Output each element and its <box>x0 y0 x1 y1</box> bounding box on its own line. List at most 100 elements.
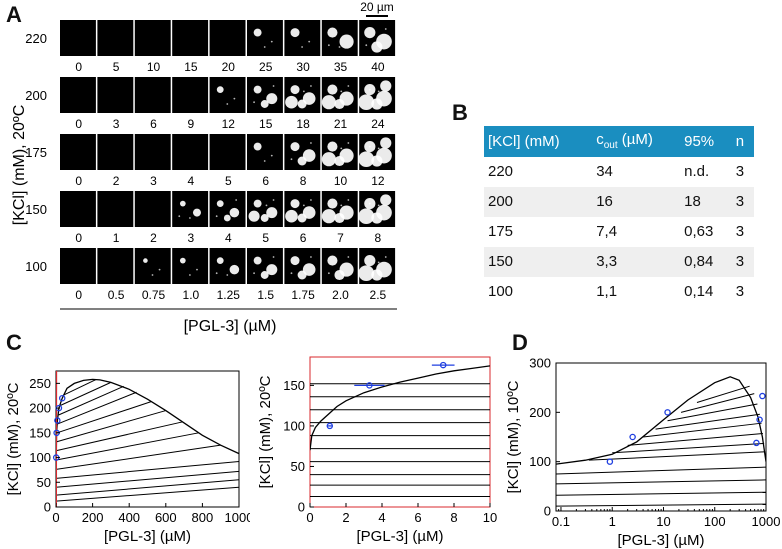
droplet <box>189 217 191 219</box>
droplet <box>253 256 262 265</box>
conc-tick-label: 2.5 <box>370 288 387 302</box>
droplet <box>302 149 316 162</box>
tie-line <box>56 401 152 434</box>
panel-label-a: A <box>6 2 22 27</box>
cell-kcl: 175 <box>488 223 514 240</box>
conc-tick-label: 0.75 <box>142 288 166 302</box>
table-header-row: [KCl] (mM) cout (µM) 95% n <box>484 126 754 157</box>
tie-line <box>627 433 763 446</box>
tie-line <box>556 503 766 507</box>
conc-tick-label: 18 <box>296 117 310 131</box>
droplet <box>272 85 275 87</box>
micrograph-tile <box>209 248 246 284</box>
scale-bar <box>366 15 388 17</box>
tie-line <box>56 421 183 452</box>
droplet <box>347 199 350 201</box>
conc-tick-label: 1.75 <box>291 288 315 302</box>
droplet <box>321 95 336 110</box>
droplet <box>215 215 218 218</box>
droplet <box>371 98 383 110</box>
conc-tick-label: 0.5 <box>108 288 125 302</box>
x-tick-label: 400 <box>118 510 140 525</box>
conc-tick-label: 10 <box>334 174 348 188</box>
micrograph-tile <box>97 77 134 113</box>
data-point <box>606 458 614 465</box>
droplet <box>253 85 262 94</box>
y-tick-label: 150 <box>283 378 305 393</box>
tie-line <box>696 385 750 403</box>
conc-tick-label: 3 <box>150 174 157 188</box>
droplet <box>327 44 330 47</box>
droplet <box>151 274 154 276</box>
x-tick-label: 2 <box>342 510 349 525</box>
panel-a-y-label: [KCl] (mM), 20ºC <box>11 105 28 226</box>
droplet <box>380 137 392 149</box>
row-kcl-label: 150 <box>25 202 47 217</box>
droplet <box>368 145 371 148</box>
droplet <box>358 265 375 282</box>
scale-bar-label: 20 µm <box>360 0 394 14</box>
plot-frame <box>555 362 767 512</box>
plot-frame <box>309 356 491 508</box>
conc-tick-label: 9 <box>188 117 195 131</box>
y-tick-label: 50 <box>291 459 305 474</box>
y-tick-label: 0 <box>298 500 305 515</box>
conc-tick-label: 1.5 <box>257 288 274 302</box>
cell-95pct: n.d. <box>684 163 710 180</box>
droplet <box>178 215 181 218</box>
conc-tick-label: 0 <box>75 60 82 74</box>
droplet <box>371 269 383 281</box>
x-tick-label: 0 <box>306 510 313 525</box>
droplet <box>380 80 392 92</box>
droplet <box>290 142 300 152</box>
droplet <box>290 85 300 95</box>
micrograph-tile <box>97 191 134 227</box>
conc-tick-label: 1.25 <box>217 288 241 302</box>
conc-tick-label: 5 <box>225 174 232 188</box>
droplet <box>364 26 376 39</box>
conc-tick-label: 2 <box>113 174 120 188</box>
tie-line <box>588 451 766 461</box>
tie-line <box>667 403 758 422</box>
x-axis-label: [PGL-3] (µM) <box>104 528 191 545</box>
droplet <box>368 202 371 205</box>
droplet <box>266 207 278 219</box>
droplet <box>253 199 262 208</box>
droplet <box>334 269 345 281</box>
cell-cout: 34 <box>596 163 613 180</box>
droplet <box>310 85 312 87</box>
droplet <box>266 93 278 105</box>
y-tick-label: 50 <box>37 475 51 490</box>
micrograph-tile <box>172 248 209 284</box>
conc-tick-label: 20 <box>222 60 236 74</box>
micrograph-tile <box>247 134 283 170</box>
binodal-curve <box>556 376 766 465</box>
cell-cout: 1,1 <box>596 283 618 300</box>
droplet <box>226 103 229 105</box>
droplet <box>266 264 278 276</box>
droplet <box>310 142 312 144</box>
micrograph-tile <box>134 248 171 284</box>
plot-curves <box>310 365 490 497</box>
conc-tick-label: 6 <box>300 231 307 245</box>
conc-tick-label: 0 <box>75 174 82 188</box>
row-kcl-label: 200 <box>25 88 47 103</box>
droplet <box>364 255 376 267</box>
droplet <box>371 212 383 224</box>
droplet <box>253 142 262 151</box>
droplet <box>302 204 305 207</box>
micrograph-tile <box>97 248 134 284</box>
micrograph-tile <box>172 77 209 113</box>
droplet <box>192 208 201 217</box>
conc-tick-label: 2.0 <box>332 288 349 302</box>
conc-tick-label: 15 <box>259 117 273 131</box>
micrograph-tile <box>97 20 134 56</box>
conc-tick-label: 1.0 <box>183 288 200 302</box>
micrograph-tile <box>60 248 96 284</box>
cell-cout: 3,3 <box>592 247 681 277</box>
droplet <box>229 207 240 218</box>
conc-tick-label: 3 <box>188 231 195 245</box>
droplet <box>340 204 343 207</box>
droplet <box>347 142 350 144</box>
cell-n: 3 <box>735 283 745 300</box>
